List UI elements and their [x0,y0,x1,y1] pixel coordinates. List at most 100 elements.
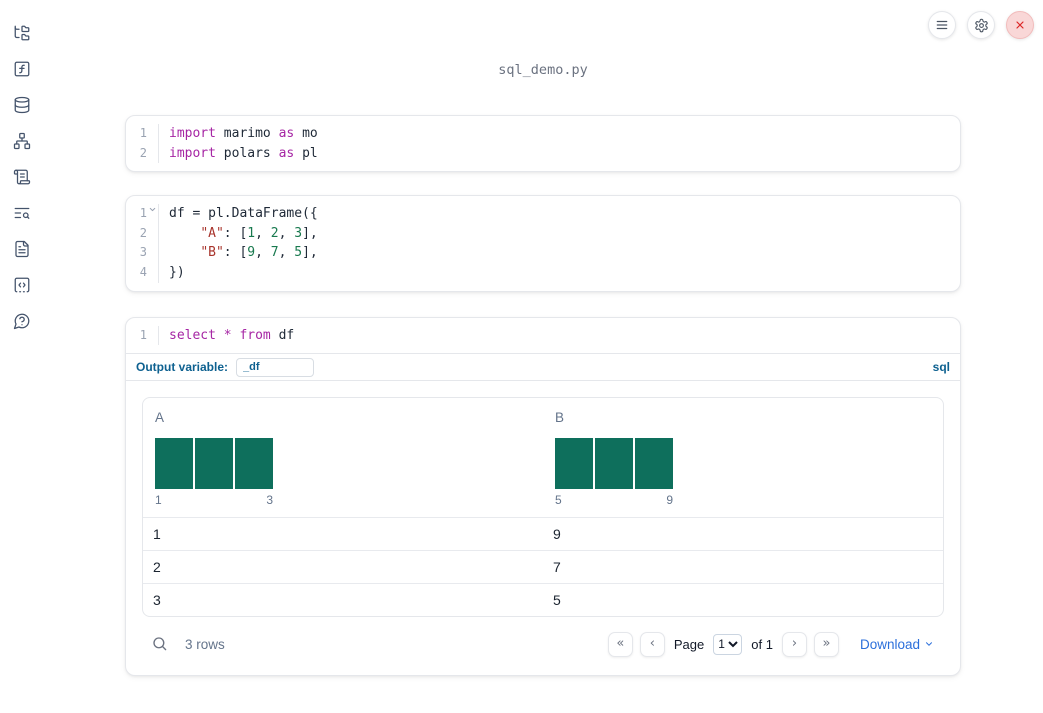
code-editor-dataframe[interactable]: 1 df = pl.DataFrame({2 "A": [1, 2, 3], 3 "… [126,196,960,290]
column-histogram [555,438,673,490]
sidebar-item-help[interactable] [13,312,31,330]
fold-chevron-icon[interactable] [148,205,157,214]
histogram-bar [595,438,633,490]
topbar [928,11,1034,39]
close-icon [1014,19,1026,31]
code-text: "B": [9, 7, 5], [200,245,318,261]
code-text: df = pl.DataFrame({ [169,206,318,222]
documentation-icon [13,240,31,258]
histogram-min-label: 5 [555,493,562,508]
settings-button[interactable] [967,11,995,39]
code-text: "A": [1, 2, 3], [200,225,318,241]
menu-icon [935,18,949,32]
histogram-min-label: 1 [155,493,162,508]
histogram-bar [155,438,193,490]
code-line: 1 import marimo as mo [126,124,960,144]
code-line: 1 df = pl.DataFrame({ [126,204,960,224]
histogram-bar [235,438,273,490]
table-cell: 7 [553,559,561,576]
cell-sql: 1 select * from df Output variable: sql A… [125,316,961,677]
line-number: 1 [126,204,159,224]
file-explorer-icon [13,24,31,42]
prev-page-button[interactable]: ‹ [639,631,665,657]
variables-icon [13,60,31,78]
line-number: 3 [126,243,159,263]
line-number: 2 [126,143,159,164]
code-text: import polars as pl [169,145,318,161]
line-number: 1 [126,124,159,144]
code-line: 2 import polars as pl [126,143,960,164]
column-header[interactable]: B [555,410,565,426]
snippets-icon [13,276,31,294]
table-cell: 1 [153,526,161,543]
histogram-bar [635,438,673,490]
output-variable-input[interactable] [236,357,315,377]
download-button[interactable]: Download [860,637,934,652]
sidebar [0,0,44,713]
cell-dataframe: 1 df = pl.DataFrame({2 "A": [1, 2, 3], 3 "… [125,195,961,292]
code-text: select * from df [169,327,295,343]
page-of-label: of 1 [751,636,773,652]
shutdown-button[interactable] [1006,11,1034,39]
column-header[interactable]: A [155,410,165,426]
sidebar-item-snippets[interactable] [13,276,31,294]
sidebar-item-datasources[interactable] [13,96,31,114]
line-number: 1 [126,325,159,346]
column-histogram [155,438,273,490]
dependencies-icon [13,132,31,150]
sidebar-item-scratchpad[interactable] [13,168,31,186]
sidebar-item-file-explorer[interactable] [13,24,31,42]
last-page-button[interactable]: » [813,631,839,657]
table-cell: 5 [553,592,561,609]
datasources-icon [13,96,31,114]
download-label: Download [859,636,920,652]
code-line: 1 select * from df [126,325,960,346]
cell-imports: 1 import marimo as mo 2 import polars as pl [125,115,961,173]
sidebar-item-documentation[interactable] [13,240,31,258]
table-cell: 3 [153,592,161,609]
sql-meta-row: Output variable: sql [126,353,960,380]
code-text: import marimo as mo [169,126,318,141]
code-line: 4}) [126,262,960,283]
menu-button[interactable] [928,11,956,39]
code-editor-imports[interactable]: 1 import marimo as mo 2 import polars as pl [126,116,960,171]
line-number: 4 [126,262,159,283]
sidebar-item-variables[interactable] [13,60,31,78]
code-line: 3 "B": [9, 7, 5], [126,243,960,263]
table-cell: 9 [553,526,561,543]
row-count: 3 rows [185,636,225,652]
code-editor-sql[interactable]: 1 select * from df [126,318,960,354]
first-page-button[interactable]: « [607,631,633,657]
chevron-down-icon [924,637,934,652]
sidebar-item-dependencies[interactable] [13,132,31,150]
next-page-button[interactable]: › [781,631,807,657]
histogram-bar [195,438,233,490]
search-icon[interactable] [151,635,169,653]
page-label: Page [673,636,705,652]
table-cell: 2 [153,559,161,576]
language-badge[interactable]: sql [932,360,950,375]
sidebar-item-logs[interactable] [13,204,31,222]
logs-icon [13,204,31,222]
notebook-filename: sql_demo.py [498,62,588,78]
pagination: « ‹ Page 1 of 1 › » Download [607,631,944,657]
code-text: }) [169,264,185,280]
table-footer: 3 rows « ‹ Page 1 of 1 › » Download [142,626,944,662]
histogram-max-label: 3 [266,493,273,508]
output-variable-label: Output variable: [136,360,229,375]
page-select[interactable]: 1 [713,633,743,655]
scratchpad-icon [13,168,31,186]
code-line: 2 "A": [1, 2, 3], [126,223,960,244]
histogram-bar [555,438,593,490]
